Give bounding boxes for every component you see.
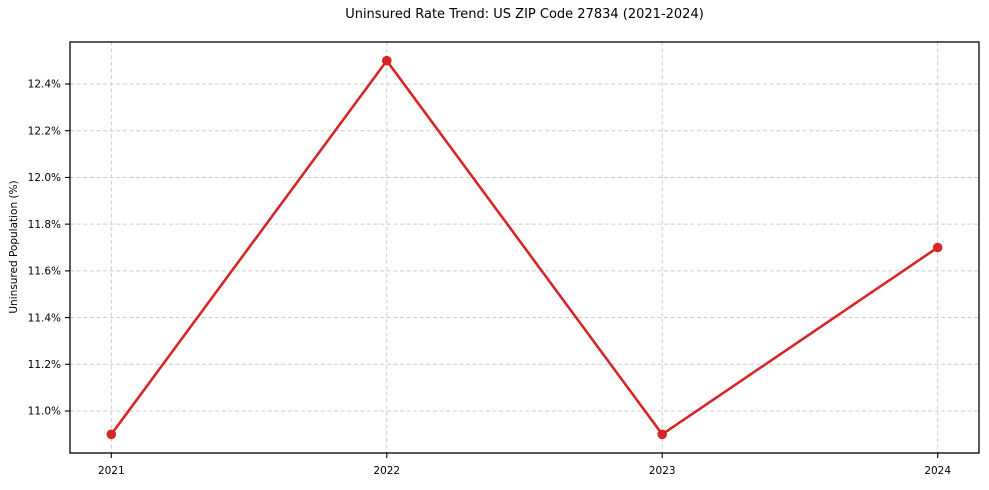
chart-title: Uninsured Rate Trend: US ZIP Code 27834 …	[345, 7, 704, 22]
y-tick-label: 11.0%	[28, 406, 61, 418]
y-tick-label: 11.4%	[28, 312, 61, 324]
plot-frame	[69, 41, 980, 454]
y-tick-label: 11.6%	[28, 266, 61, 278]
y-tick-label: 12.0%	[28, 172, 61, 184]
y-tick-label: 12.4%	[28, 79, 61, 91]
trend-line	[110, 59, 939, 436]
y-tick-label: 11.2%	[28, 359, 61, 371]
x-tick-label: 2022	[373, 465, 400, 477]
data-point-marker	[381, 55, 392, 66]
x-tick-label: 2024	[924, 465, 951, 477]
data-point-marker	[657, 429, 668, 440]
data-point-marker	[932, 242, 943, 253]
data-point-marker	[106, 429, 117, 440]
y-tick-label: 12.2%	[28, 125, 61, 137]
y-tick-label: 11.8%	[28, 219, 61, 231]
x-tick-label: 2023	[649, 465, 676, 477]
x-tick-label: 2021	[98, 465, 125, 477]
